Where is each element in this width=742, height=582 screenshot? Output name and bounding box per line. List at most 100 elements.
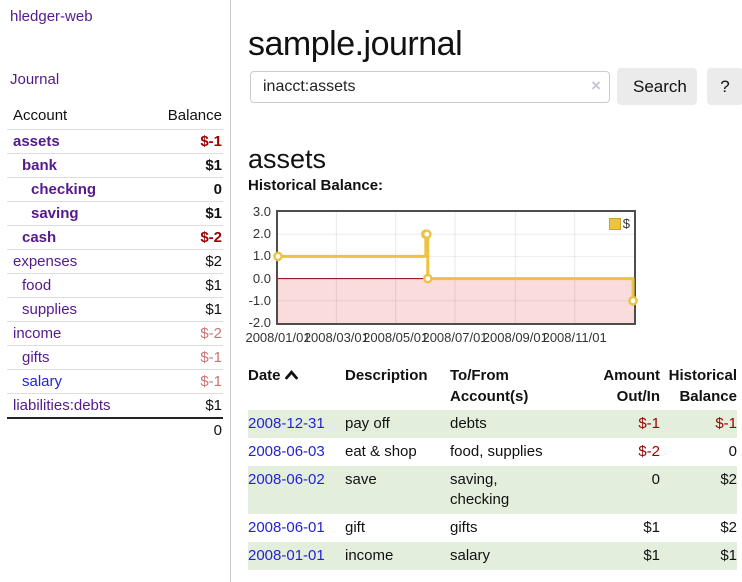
account-heading: assets <box>248 144 327 175</box>
search-bar: × Search ? <box>250 68 742 105</box>
account-link[interactable]: supplies <box>22 301 78 318</box>
transaction-balance: $1 <box>720 547 737 564</box>
search-button[interactable]: Search <box>617 68 697 105</box>
y-axis-tick-label: 1.0 <box>252 248 271 264</box>
chart-legend: $ <box>608 216 630 231</box>
transaction-accounts: debts <box>450 410 582 438</box>
account-balance: $-1 <box>200 373 222 390</box>
clear-search-icon[interactable]: × <box>591 75 601 95</box>
transaction-accounts: salary <box>450 542 582 570</box>
account-balance: $1 <box>205 205 222 222</box>
accounts-header-line: Account(s) <box>450 388 529 405</box>
account-link[interactable]: gifts <box>22 349 50 366</box>
account-link[interactable]: expenses <box>13 253 78 270</box>
transaction-accounts-line: gifts <box>450 519 478 536</box>
transaction-description: eat & shop <box>345 443 417 460</box>
account-balance: $-1 <box>200 133 222 150</box>
transaction-date-link[interactable]: 2008-06-02 <box>248 471 325 488</box>
transaction-description: save <box>345 471 377 488</box>
accounts-table: Account Balance assets $-1 bank $1 checking 0… <box>7 103 223 442</box>
main-content: sample.journal × Search ? assets Histori… <box>245 0 742 582</box>
account-row: bank $1 <box>7 153 223 178</box>
chart-plot-area: $ <box>273 210 638 325</box>
account-row: gifts $-1 <box>7 345 223 370</box>
balance-header-line: Balance <box>679 388 737 405</box>
register-header-row: Date Description To/From Account(s) Amoun… <box>248 362 737 410</box>
amount-header-line: Amount <box>603 367 660 384</box>
description-column-header: Description <box>345 367 428 384</box>
x-axis-tick-label: 2008/03/01 <box>303 330 369 345</box>
balance-column-header-register: Historical Balance <box>660 362 737 410</box>
accounts-header-line: To/From <box>450 367 509 384</box>
account-balance: $-2 <box>200 229 222 246</box>
accounts-total-value: 0 <box>213 422 222 439</box>
search-input[interactable] <box>250 70 610 103</box>
accounts-total-row: 0 <box>7 418 223 442</box>
amount-header-line: Out/In <box>616 388 660 405</box>
amount-column-header: Amount Out/In <box>582 362 660 410</box>
account-link[interactable]: liabilities:debts <box>13 397 111 414</box>
date-column-header[interactable]: Date <box>248 362 345 410</box>
legend-label: $ <box>622 216 630 231</box>
accounts-column-header: To/From Account(s) <box>450 362 582 410</box>
app-title-link[interactable]: hledger-web <box>10 8 93 25</box>
register-table: Date Description To/From Account(s) Amoun… <box>248 362 737 570</box>
transaction-balance: $2 <box>720 519 737 536</box>
account-link[interactable]: cash <box>22 229 57 246</box>
account-row: supplies $1 <box>7 297 223 322</box>
account-link[interactable]: food <box>22 277 52 294</box>
balance-column-header: Balance <box>167 107 222 124</box>
account-column-header: Account <box>13 107 68 124</box>
transaction-accounts-line: salary <box>450 547 491 564</box>
account-row: salary $-1 <box>7 369 223 394</box>
transaction-date-link[interactable]: 2008-06-01 <box>248 519 325 536</box>
accounts-table-header: Account Balance <box>7 103 223 130</box>
account-row: cash $-2 <box>7 225 223 250</box>
x-axis-tick-label: 2008/09/01 <box>482 330 548 345</box>
account-link[interactable]: salary <box>22 373 63 390</box>
account-balance: $-1 <box>200 349 222 366</box>
account-balance: $2 <box>205 253 222 270</box>
transaction-amount: $1 <box>643 547 660 564</box>
sidebar: hledger-web Journal Account Balance asse… <box>0 0 231 582</box>
transaction-row: 2008-12-31 pay off debts $-1 $-1 <box>248 410 737 438</box>
transaction-amount: 0 <box>651 471 660 488</box>
transaction-accounts-line: debts <box>450 415 487 432</box>
account-link[interactable]: bank <box>22 157 58 174</box>
account-link[interactable]: assets <box>13 133 60 150</box>
transaction-amount: $1 <box>643 519 660 536</box>
account-row: income $-2 <box>7 321 223 346</box>
help-button[interactable]: ? <box>707 68 742 105</box>
transaction-balance: $2 <box>720 471 737 488</box>
account-row: liabilities:debts $1 <box>7 393 223 419</box>
account-link[interactable]: saving <box>31 205 79 222</box>
chart-title: Historical Balance: <box>248 177 384 194</box>
account-balance: $1 <box>205 157 222 174</box>
transaction-accounts: gifts <box>450 514 582 542</box>
y-axis-tick-label: 2.0 <box>252 226 271 242</box>
y-axis-tick-label: -2.0 <box>248 315 271 330</box>
y-axis-tick-label: 3.0 <box>252 204 271 219</box>
transaction-row: 2008-06-01 gift gifts $1 $2 <box>248 514 737 542</box>
transaction-description: gift <box>345 519 366 536</box>
account-row: saving $1 <box>7 201 223 226</box>
y-axis-tick-label: 0.0 <box>252 270 271 286</box>
sidebar-item-journal[interactable]: Journal <box>10 71 60 88</box>
account-link[interactable]: checking <box>31 181 97 198</box>
account-link[interactable]: income <box>13 325 62 342</box>
transaction-date-link[interactable]: 2008-06-03 <box>248 443 325 460</box>
account-balance: $1 <box>205 277 222 294</box>
x-axis-tick-label: 2008/07/01 <box>422 330 488 345</box>
transaction-accounts: food, supplies <box>450 438 582 466</box>
account-row: food $1 <box>7 273 223 298</box>
account-balance: $1 <box>205 397 222 414</box>
transaction-date-link[interactable]: 2008-01-01 <box>248 547 325 564</box>
transaction-accounts-line: food, supplies <box>450 443 543 460</box>
transaction-date-link[interactable]: 2008-12-31 <box>248 415 325 432</box>
transaction-row: 2008-01-01 income salary $1 $1 <box>248 542 737 570</box>
historical-balance-chart: $ 3.0 2.0 1.0 0.0 -1.0 -2.0 2008/01/01 2008/03/… <box>238 204 742 346</box>
accounts-table-body: assets $-1 bank $1 checking 0 saving $1 cash $-2 e… <box>7 129 223 443</box>
x-axis-tick-label: 2008/01/01 <box>245 330 311 345</box>
account-row: checking 0 <box>7 177 223 202</box>
account-row: assets $-1 <box>7 129 223 154</box>
